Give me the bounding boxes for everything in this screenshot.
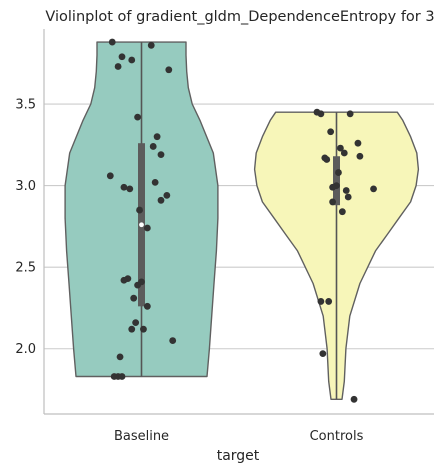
data-point (329, 198, 336, 206)
data-point (147, 41, 155, 49)
median-marker (139, 222, 144, 228)
data-point (149, 143, 157, 150)
data-point (169, 337, 177, 344)
y-tick-label: 3.5 (15, 98, 36, 113)
data-point (118, 53, 126, 61)
data-point (130, 294, 138, 302)
violins (64, 41, 420, 400)
chart-title: Violinplot of gradient_gldm_DependenceEn… (45, 9, 434, 25)
data-point (134, 113, 142, 121)
data-point (128, 56, 136, 64)
data-point (143, 224, 151, 232)
data-point (151, 178, 159, 186)
data-point (143, 302, 151, 310)
data-point (116, 353, 124, 361)
data-point (337, 144, 344, 152)
data-point (354, 139, 362, 147)
data-point (136, 206, 143, 214)
data-points (106, 38, 377, 403)
data-point (157, 151, 165, 159)
data-point (319, 350, 327, 358)
y-tick-label: 2.0 (15, 342, 36, 357)
data-point (342, 187, 350, 194)
data-point (350, 395, 358, 403)
data-point (335, 169, 342, 176)
y-tick-label: 2.5 (15, 261, 36, 276)
data-point (140, 325, 147, 333)
data-point (329, 183, 336, 191)
data-point (327, 128, 335, 136)
data-point (157, 196, 165, 204)
data-point (370, 185, 377, 193)
data-point (344, 193, 352, 201)
x-tick-label: Controls (310, 429, 364, 444)
data-point (153, 133, 161, 141)
y-tick-label: 3.0 (15, 179, 36, 194)
data-point (323, 156, 331, 163)
data-point (108, 38, 116, 46)
data-point (317, 110, 325, 118)
data-point (340, 149, 348, 157)
x-tick-label: Baseline (114, 429, 169, 444)
data-point (317, 298, 325, 305)
data-point (163, 191, 171, 199)
data-point (346, 110, 354, 118)
data-point (118, 373, 126, 380)
plot-frame (43, 29, 434, 415)
x-tick-labels: Baseline Controls (114, 429, 364, 444)
data-point (356, 152, 364, 160)
y-tick-labels: 2.0 2.5 3.0 3.5 (15, 98, 36, 358)
data-point (325, 298, 333, 305)
data-point (114, 63, 122, 70)
data-point (134, 281, 142, 289)
iqr-box (333, 156, 340, 206)
data-point (132, 319, 140, 327)
x-axis-label: target (217, 448, 260, 464)
data-point (128, 325, 136, 333)
data-point (120, 276, 128, 284)
data-point (338, 208, 346, 216)
data-point (165, 66, 173, 74)
data-point (126, 185, 134, 193)
data-point (106, 172, 114, 180)
data-point (120, 183, 128, 191)
